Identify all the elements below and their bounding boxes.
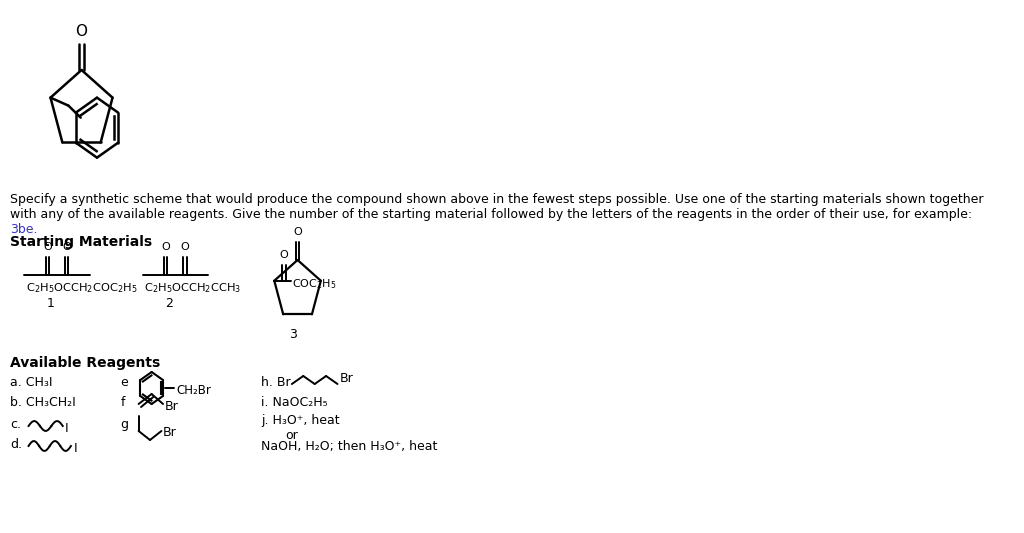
Text: CH₂Br: CH₂Br — [176, 384, 211, 397]
Text: b. CH₃CH₂I: b. CH₃CH₂I — [10, 396, 76, 409]
Text: O: O — [161, 242, 170, 252]
Text: e: e — [121, 376, 128, 389]
Text: Starting Materials: Starting Materials — [10, 235, 152, 249]
Text: j. H₃O⁺, heat: j. H₃O⁺, heat — [261, 414, 340, 427]
Text: O: O — [180, 242, 189, 252]
Text: O: O — [293, 227, 302, 237]
Text: O: O — [62, 242, 72, 252]
Text: Br: Br — [340, 372, 353, 384]
Text: i. NaOC₂H₅: i. NaOC₂H₅ — [261, 396, 328, 409]
Text: Br: Br — [163, 426, 177, 440]
Text: O: O — [43, 242, 51, 252]
Text: I: I — [74, 441, 77, 455]
Text: f: f — [121, 396, 125, 409]
Text: 3be.: 3be. — [10, 223, 37, 236]
Text: O: O — [280, 250, 289, 260]
Text: I: I — [66, 422, 69, 434]
Text: h. Br: h. Br — [261, 376, 291, 389]
Text: Br: Br — [165, 400, 178, 413]
Text: c.: c. — [10, 418, 20, 431]
Text: $\mathsf{COC_2H_5}$: $\mathsf{COC_2H_5}$ — [292, 277, 337, 290]
Text: or: or — [286, 429, 298, 442]
Text: Specify a synthetic scheme that would produce the compound shown above in the fe: Specify a synthetic scheme that would pr… — [10, 193, 983, 206]
Text: 2: 2 — [165, 297, 173, 310]
Text: Available Reagents: Available Reagents — [10, 356, 160, 370]
Text: NaOH, H₂O; then H₃O⁺, heat: NaOH, H₂O; then H₃O⁺, heat — [261, 440, 437, 453]
Text: O: O — [76, 24, 87, 39]
Text: $\mathsf{C_2H_5OCCH_2COC_2H_5}$: $\mathsf{C_2H_5OCCH_2COC_2H_5}$ — [26, 281, 138, 295]
Text: g: g — [121, 418, 129, 431]
Text: a. CH₃I: a. CH₃I — [10, 376, 52, 389]
Text: 3: 3 — [290, 328, 297, 341]
Text: with any of the available reagents. Give the number of the starting material fol: with any of the available reagents. Give… — [10, 208, 972, 221]
Text: 1: 1 — [47, 297, 54, 310]
Text: $\mathsf{C_2H_5OCCH_2CCH_3}$: $\mathsf{C_2H_5OCCH_2CCH_3}$ — [144, 281, 242, 295]
Text: d.: d. — [10, 438, 22, 451]
